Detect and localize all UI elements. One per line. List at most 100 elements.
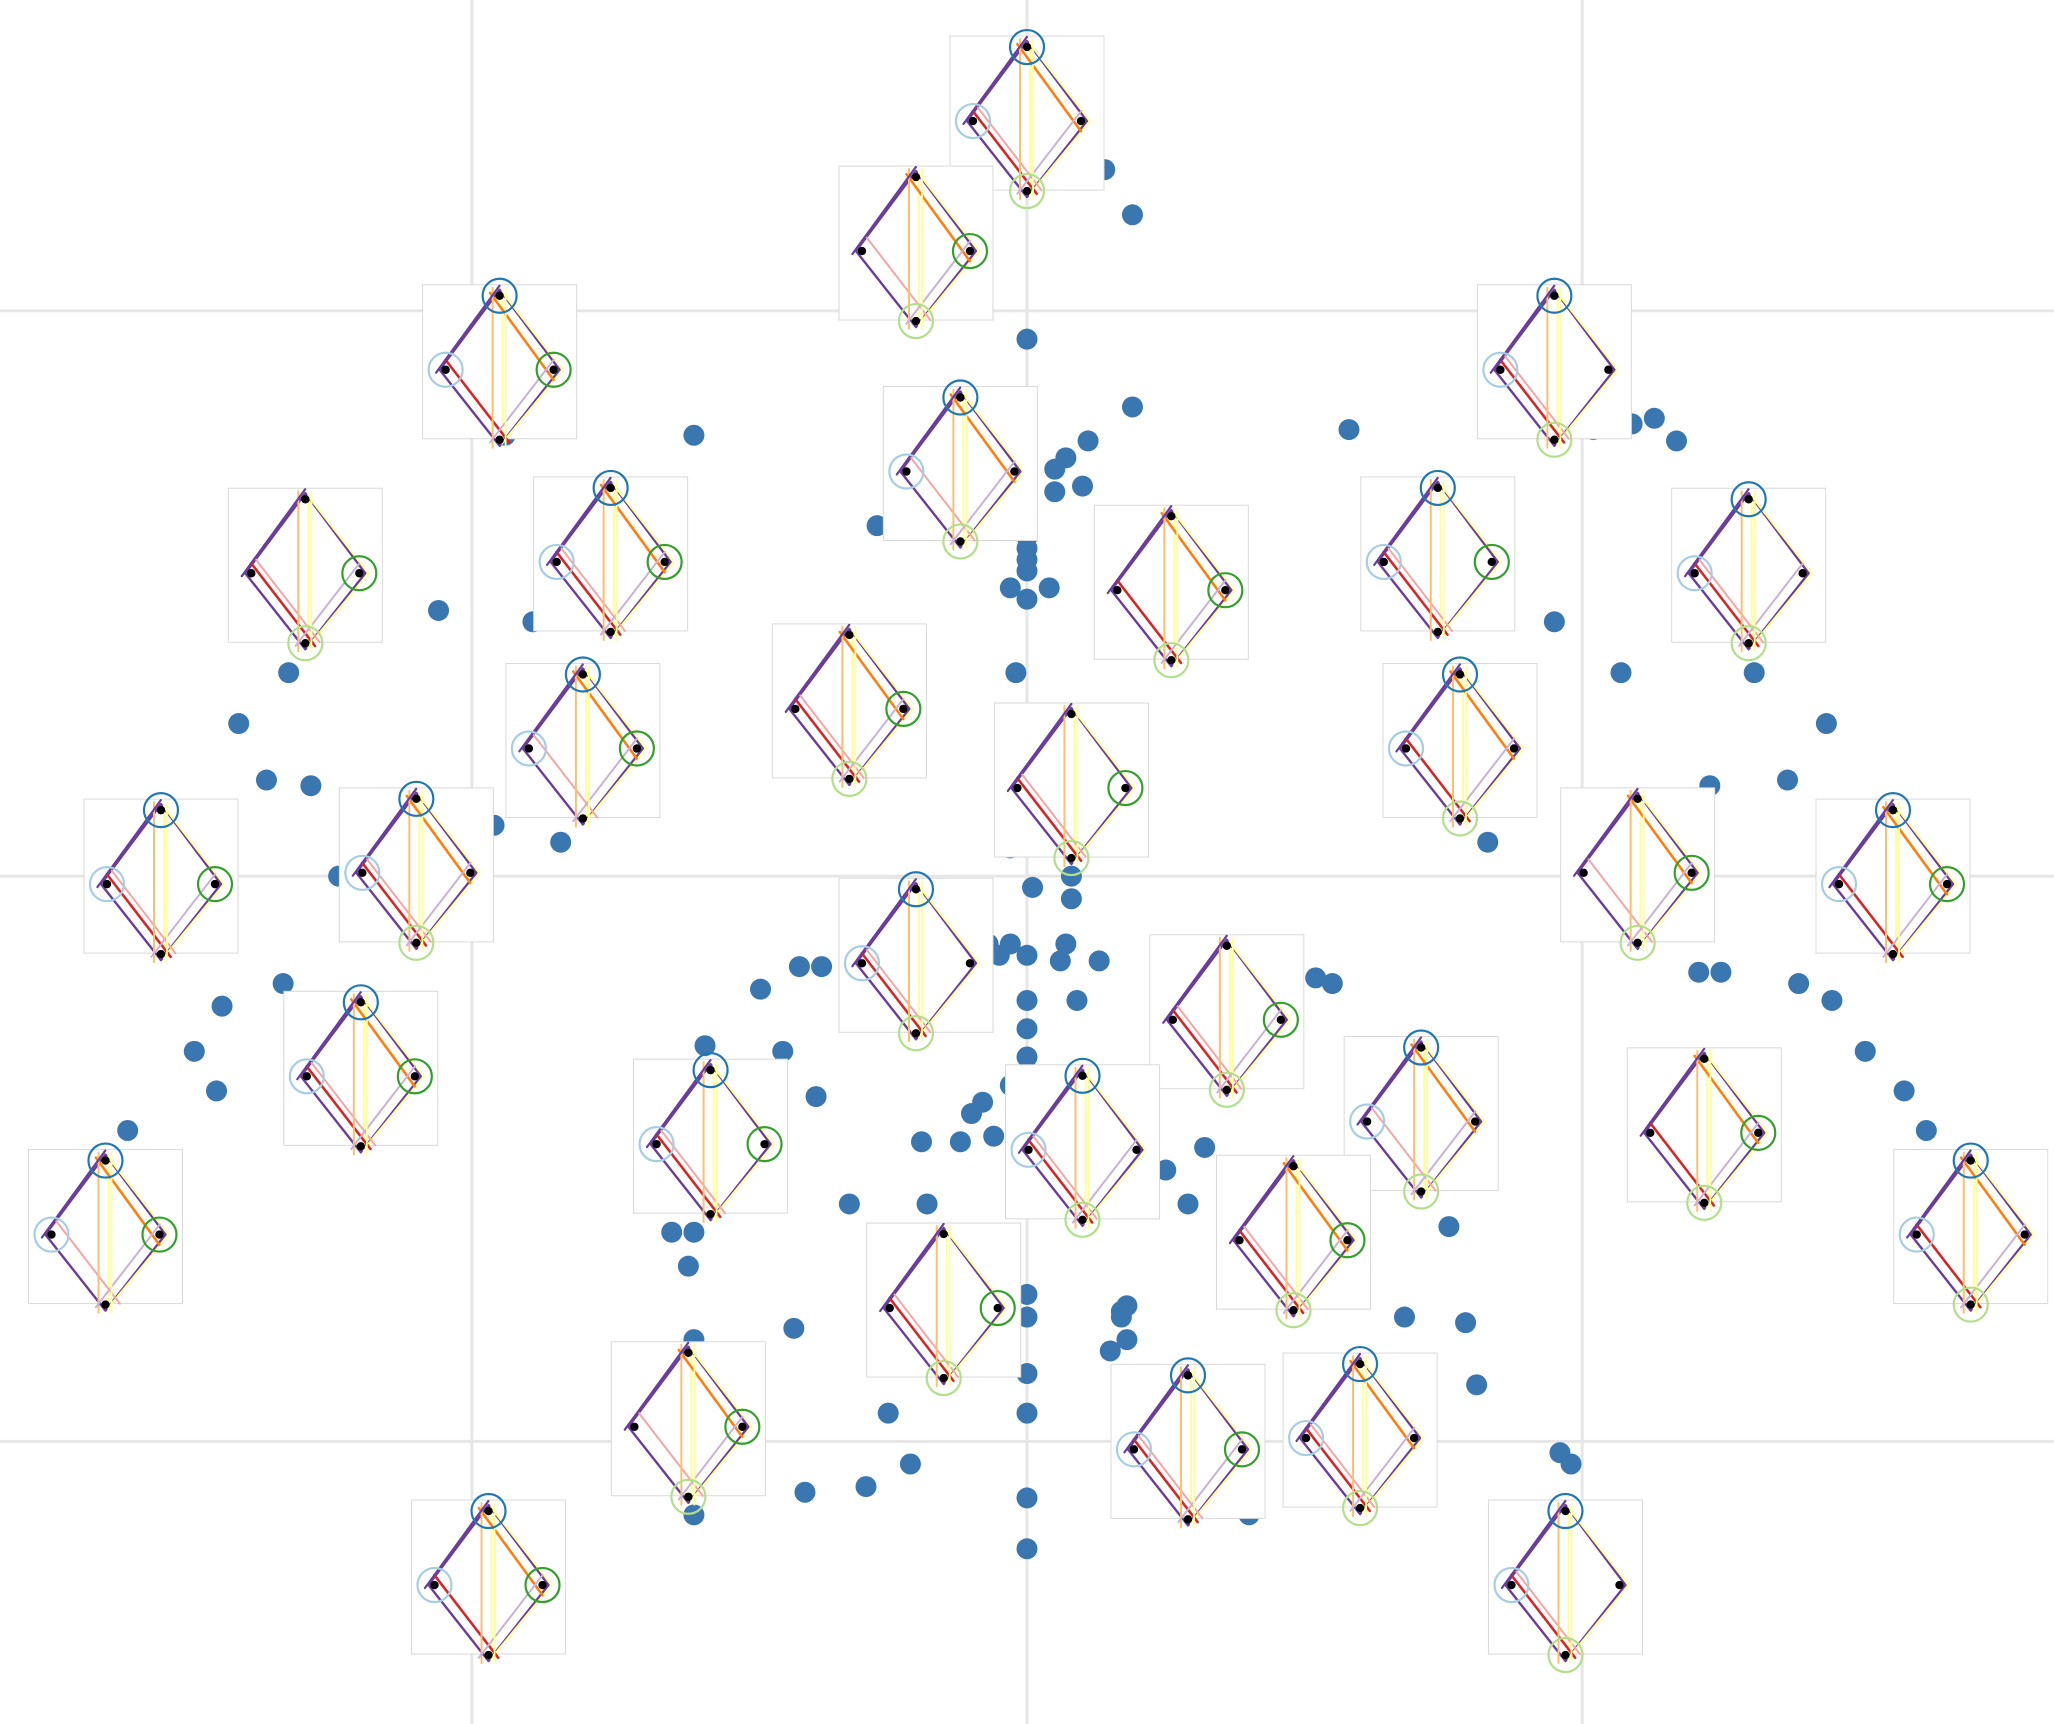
- singleton-hyperedge-ring: [1349, 1103, 1386, 1140]
- hypergraph-thumbnail: [633, 1052, 789, 1224]
- hypergraph-vertex: [1507, 1580, 1516, 1590]
- hypergraph-vertex: [1690, 569, 1699, 578]
- singleton-hyperedge-ring: [1207, 572, 1244, 609]
- scatter-point: [1466, 1374, 1488, 1396]
- hypergraph-thumbnail: [882, 379, 1038, 560]
- scatter-point: [1788, 973, 1810, 995]
- hypergraph-thumbnail: [838, 165, 994, 340]
- hyperedge-stroke: [1837, 872, 1904, 959]
- hypergraph-thumbnail: [227, 487, 383, 662]
- hyperedge-outline: [1831, 802, 1955, 962]
- scatter-point: [960, 1103, 982, 1125]
- hypergraph-vertex: [538, 1580, 547, 1590]
- hypergraph-vertex: [358, 868, 367, 878]
- hyperedge-outline: [1073, 708, 1136, 864]
- scatter-point: [911, 1131, 933, 1153]
- hyperedge-stroke: [518, 663, 584, 753]
- singleton-hyperedge-ring: [942, 523, 979, 560]
- hyperedge-outline: [521, 667, 645, 826]
- hypergraph-vertex: [101, 1156, 110, 1165]
- scatter-point: [1016, 1046, 1038, 1068]
- singleton-hyperedge-ring: [1676, 555, 1713, 592]
- hypergraph-vertex: [939, 1373, 948, 1383]
- hypergraph-vertex: [791, 704, 800, 714]
- hypergraph-vertex: [1888, 805, 1898, 815]
- hyperedge-outline: [362, 996, 426, 1153]
- singleton-hyperedge-ring: [1115, 1431, 1153, 1468]
- hypergraph-thumbnail: [533, 469, 689, 641]
- hyperedge-stroke: [1238, 1228, 1305, 1315]
- hypergraph-vertex: [1433, 627, 1442, 637]
- hyperedge-stroke: [1572, 787, 1639, 877]
- singleton-hyperedge-ring: [538, 543, 575, 581]
- singleton-hyperedge-ring: [1686, 1184, 1723, 1221]
- singleton-hyperedge-ring: [564, 656, 601, 693]
- scatter-point: [1477, 831, 1499, 853]
- hyperedge-stroke: [1882, 805, 1949, 896]
- hyperedge-stroke: [1216, 1008, 1282, 1094]
- hyperedge-stroke: [1738, 562, 1804, 647]
- hypergraph-vertex: [1416, 1043, 1426, 1052]
- hyperedge-stroke: [838, 697, 905, 783]
- hyperedge-stroke: [1282, 1229, 1349, 1314]
- hypergraph-vertex: [1167, 512, 1176, 521]
- scatter-point: [772, 1040, 794, 1062]
- hypergraph-vertex: [1550, 291, 1559, 300]
- hyperedge-stroke: [360, 861, 428, 947]
- hypergraph-vertex: [552, 557, 561, 567]
- scatter-point: [1688, 961, 1710, 983]
- singleton-hyperedge-ring: [470, 1492, 507, 1530]
- hypergraph-vertex: [684, 1492, 693, 1501]
- hyperedge-outline: [1110, 509, 1233, 668]
- hyperedge-stroke: [1510, 1573, 1577, 1660]
- hypergraph-thumbnail: [610, 1341, 766, 1515]
- hyperedge-outline: [854, 882, 978, 1041]
- hyperedge-stroke: [349, 998, 417, 1088]
- scatter-point: [899, 1453, 921, 1475]
- singleton-hyperedge-ring: [33, 1216, 70, 1253]
- hypergraph-vertex: [1401, 744, 1411, 753]
- hyperedge-stroke: [350, 1065, 416, 1150]
- scatter-point: [988, 944, 1010, 966]
- hyperedge-stroke: [1693, 1121, 1760, 1207]
- singleton-hyperedge-ring: [618, 730, 655, 767]
- hyperedge-outline: [788, 627, 911, 787]
- hyperedge-outline: [612, 482, 675, 638]
- hyperedge-outline: [712, 1064, 775, 1220]
- singleton-hyperedge-ring: [1010, 1131, 1047, 1168]
- scatter-point: [1060, 888, 1082, 910]
- hyperedge-stroke: [865, 948, 932, 1034]
- hypergraph-thumbnail: [83, 792, 239, 964]
- scatter-point: [1016, 1363, 1038, 1385]
- hyperedge-outline: [854, 169, 978, 329]
- hyperedge-stroke: [677, 1415, 744, 1501]
- hyperedge-stroke: [623, 1341, 690, 1431]
- singleton-hyperedge-ring: [1952, 1286, 1989, 1323]
- scatter-point: [811, 956, 833, 978]
- hypergraph-vertex: [1301, 1433, 1311, 1443]
- hyperedge-outline: [1972, 1154, 2036, 1311]
- scatter-point: [1016, 560, 1038, 582]
- scatter-point: [1155, 1159, 1177, 1181]
- hypergraph-vertex: [911, 316, 921, 326]
- scatter-point: [1560, 1453, 1582, 1475]
- hypergraph-vertex: [706, 1065, 715, 1075]
- scatter-point: [1044, 481, 1066, 503]
- hyperedge-outline: [1462, 668, 1525, 825]
- scatter-point: [1666, 430, 1688, 452]
- hypergraph-vertex: [760, 1139, 769, 1149]
- scatter-point: [1338, 419, 1360, 441]
- singleton-hyperedge-ring: [1898, 1216, 1935, 1253]
- scatter-point: [1055, 933, 1077, 955]
- hyperedge-stroke: [545, 476, 612, 566]
- singleton-hyperedge-ring: [481, 277, 518, 314]
- hyperedge-stroke: [1639, 1047, 1706, 1137]
- hypergraph-vertex: [606, 483, 615, 493]
- hypergraph-vertex: [1798, 569, 1807, 578]
- scatter-point: [1121, 204, 1143, 226]
- hypergraph-vertex: [1579, 868, 1588, 878]
- hyperedge-stroke: [477, 1574, 544, 1659]
- hyperedge-outline: [917, 883, 981, 1040]
- hyperedge-stroke: [1648, 1121, 1716, 1207]
